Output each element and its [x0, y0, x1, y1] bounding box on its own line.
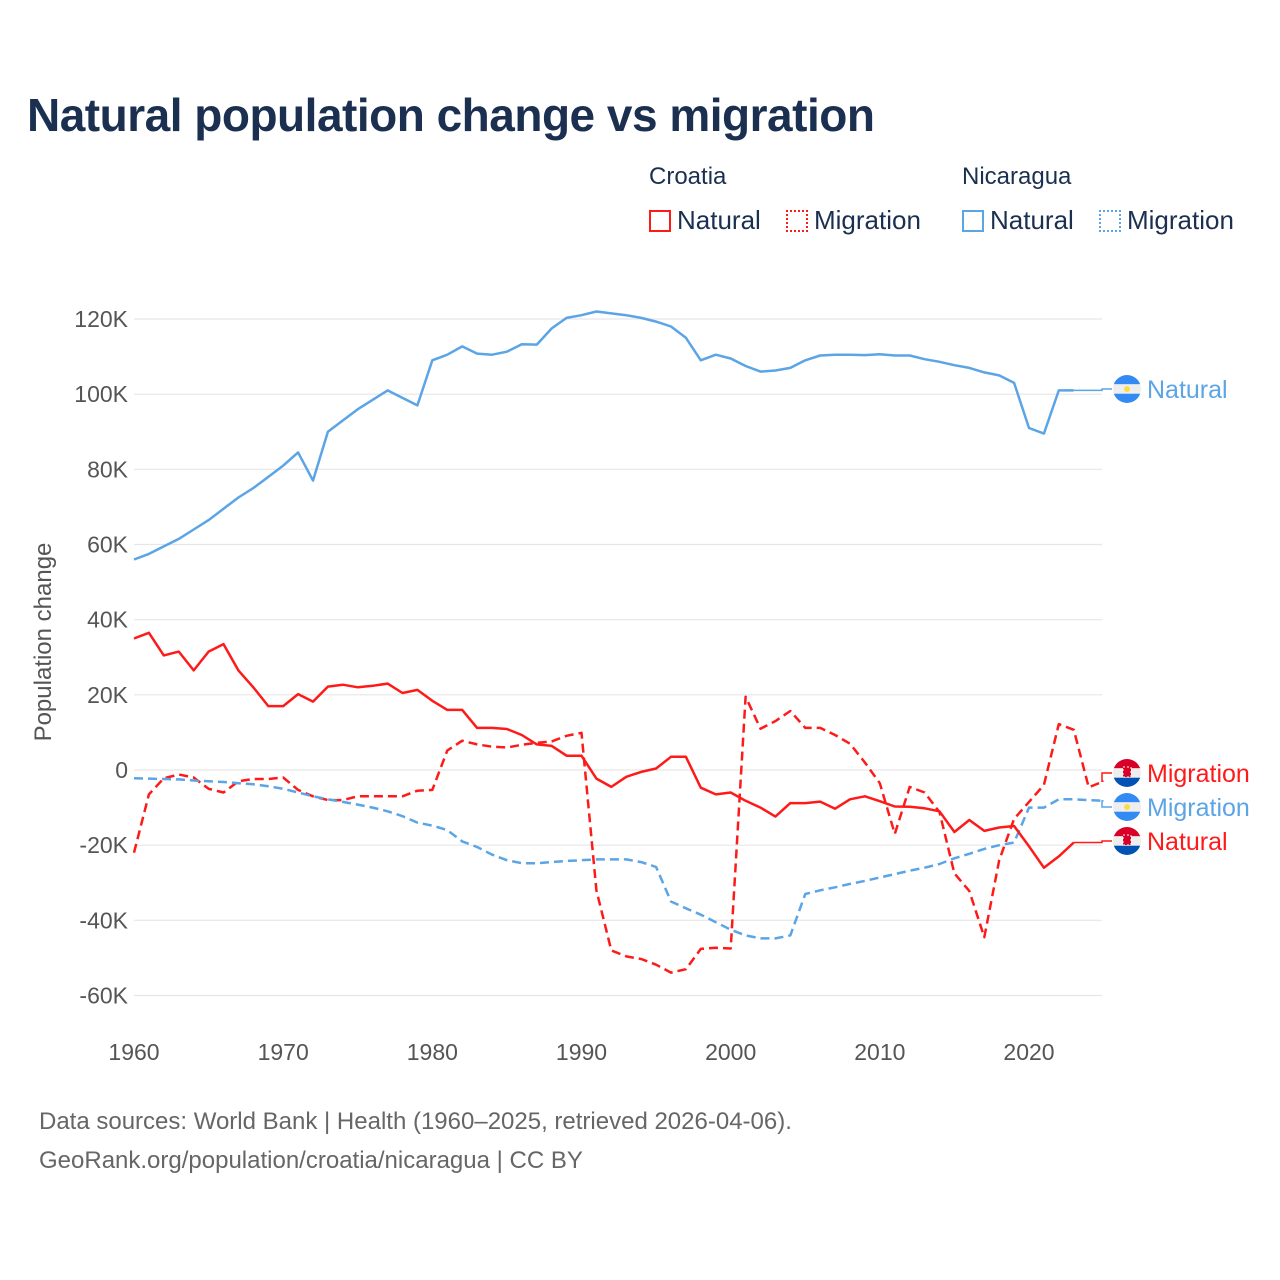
- flag-emblem: [1124, 386, 1130, 392]
- x-tick-label: 1980: [407, 1039, 458, 1065]
- legend-label: Migration: [814, 205, 921, 235]
- legend-label: Migration: [1127, 205, 1234, 235]
- flag-shield: [1122, 766, 1132, 778]
- source-line-2[interactable]: GeoRank.org/population/croatia/nicaragua…: [39, 1147, 583, 1174]
- legend-label: Natural: [990, 205, 1074, 235]
- chart-title: Natural population change vs migration: [27, 89, 875, 141]
- y-tick-label: -20K: [79, 832, 128, 858]
- chart-area: 120K 100K 80K 60K 40K 20K 0 -20K -40K -60K 1960 19…: [30, 306, 1250, 1065]
- croatia-flag-icon: [1113, 827, 1141, 855]
- legend-croatia-natural[interactable]: Natural: [649, 205, 761, 236]
- legend-group-croatia: Croatia: [649, 163, 727, 190]
- legend-swatch-dotted: [786, 209, 808, 232]
- flag-stripe: [1113, 827, 1141, 837]
- series-line-nicaragua-migration: [133, 777, 1104, 940]
- y-tick-label: 0: [115, 757, 128, 783]
- flag-stripe: [1113, 811, 1141, 821]
- y-tick-label: 40K: [87, 607, 129, 633]
- x-tick-label: 2010: [854, 1039, 905, 1065]
- series-line-nicaragua-natural: [133, 310, 1074, 561]
- end-label: Migration: [1147, 760, 1250, 788]
- source-line-1: Data sources: World Bank | Health (1960–…: [39, 1108, 792, 1135]
- flag-stripe: [1113, 759, 1141, 769]
- end-label: Natural: [1147, 376, 1228, 404]
- y-tick-label: -60K: [79, 983, 128, 1009]
- legend-group-nicaragua: Nicaragua: [962, 163, 1072, 190]
- end-label: Natural: [1147, 828, 1228, 856]
- x-tick-label: 1990: [556, 1039, 607, 1065]
- end-label-connector: [1073, 840, 1112, 844]
- x-tick-label: 1970: [258, 1039, 309, 1065]
- x-tick-label: 1960: [108, 1039, 159, 1065]
- series-line-croatia-natural: [133, 631, 1075, 869]
- end-label-connector: [1101, 800, 1112, 808]
- flag-stripe: [1113, 393, 1141, 403]
- series-line-croatia-migration: [132, 695, 1105, 974]
- y-axis-label: Population change: [30, 543, 57, 742]
- nicaragua-flag-icon: [1113, 375, 1141, 403]
- flag-shield: [1122, 834, 1132, 846]
- croatia-flag-icon: [1113, 759, 1141, 787]
- x-tick-label: 2020: [1003, 1039, 1054, 1065]
- y-tick-label: 80K: [87, 456, 129, 482]
- y-tick-label: 120K: [74, 306, 128, 332]
- nicaragua-flag-icon: [1113, 793, 1141, 821]
- flag-stripe: [1113, 845, 1141, 855]
- legend-swatch-solid: [649, 209, 671, 232]
- y-tick-label: -40K: [79, 907, 128, 933]
- y-tick-label: 20K: [87, 682, 129, 708]
- end-label-connector: [1073, 388, 1112, 392]
- legend-croatia-migration[interactable]: Migration: [786, 205, 921, 236]
- flag-stripe: [1113, 793, 1141, 803]
- end-label: Migration: [1147, 794, 1250, 822]
- flag-emblem: [1124, 804, 1130, 810]
- x-tick-label: 2000: [705, 1039, 756, 1065]
- y-tick-label: 100K: [74, 381, 128, 407]
- legend-nicaragua-migration[interactable]: Migration: [1099, 205, 1234, 236]
- legend-swatch-dotted: [1099, 209, 1121, 232]
- legend-swatch-solid: [962, 209, 984, 232]
- end-label-connector: [1101, 772, 1112, 783]
- y-tick-label: 60K: [87, 532, 129, 558]
- flag-stripe: [1113, 375, 1141, 385]
- legend-label: Natural: [677, 205, 761, 235]
- flag-stripe: [1113, 777, 1141, 787]
- legend-nicaragua-natural[interactable]: Natural: [962, 205, 1074, 236]
